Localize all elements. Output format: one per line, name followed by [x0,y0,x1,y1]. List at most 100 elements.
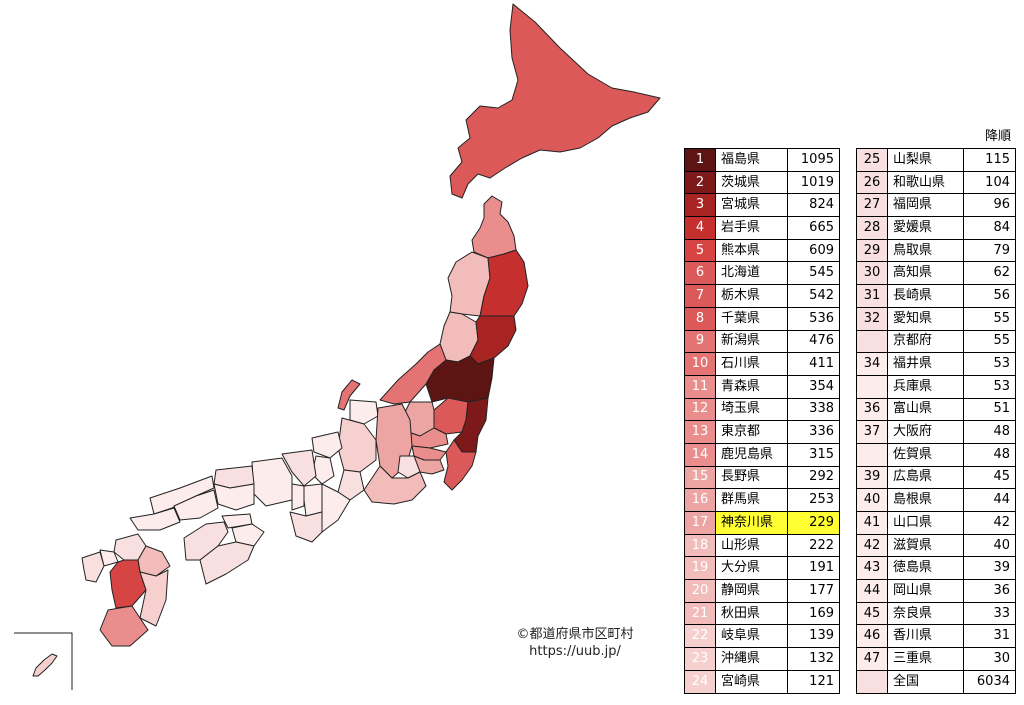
pref-kumamoto[interactable] [109,559,147,609]
ranking-row: 44 岡山県 36 [856,579,1016,603]
ranking-row: 34 福井県 53 [856,352,1016,376]
prefecture-name-cell: 山口県 [887,511,964,535]
ranking-row: 1 福島県 1095 [684,148,840,172]
pref-fukui[interactable] [311,431,343,459]
rank-cell: 44 [856,579,888,603]
value-cell: 6034 [963,669,1016,694]
ranking-row: 5 熊本県 609 [684,238,840,263]
ranking-row: 40 島根県 44 [856,488,1016,512]
ranking-row: 28 愛媛県 84 [856,216,1016,240]
rank-cell: 40 [856,488,888,512]
pref-nara[interactable] [303,483,323,517]
rank-cell: 27 [856,193,888,218]
prefecture-name-cell: 東京都 [715,420,788,444]
credit-url[interactable]: https://uub.jp/ [529,644,621,659]
credit: ©都道府県市区町村 https://uub.jp/ [500,626,650,660]
rank-cell [856,374,888,399]
ranking-row: 2 茨城県 1019 [684,170,840,195]
value-cell: 40 [963,533,1016,558]
pref-shizuoka[interactable] [363,465,427,505]
rank-cell: 13 [684,420,716,444]
ranking-row: 39 広島県 45 [856,465,1016,490]
rank-cell: 15 [684,465,716,490]
okinawa-inset-frame [14,632,73,690]
rank-cell: 28 [856,216,888,240]
prefecture-name-cell: 栃木県 [715,284,788,308]
pref-kagoshima[interactable] [99,605,149,647]
pref-nagasaki[interactable] [81,551,105,583]
ranking-row: 11 青森県 354 [684,374,840,399]
pref-mie[interactable] [321,483,351,533]
pref-osaka[interactable] [291,483,305,511]
value-cell: 44 [963,488,1016,512]
ranking-row: 7 栃木県 542 [684,284,840,308]
value-cell: 824 [787,193,840,218]
rank-cell: 19 [684,556,716,581]
ranking-row: 29 鳥取県 79 [856,238,1016,263]
pref-kochi[interactable] [199,541,255,585]
pref-yamaguchi[interactable] [129,507,181,531]
pref-hokkaido[interactable] [449,3,661,199]
prefecture-name-cell: 鹿児島県 [715,442,788,467]
prefecture-name-cell: 長野県 [715,465,788,490]
sort-order-label: 降順 [985,129,1012,144]
prefecture-name-cell: 茨城県 [715,170,788,195]
ranking-row: 兵庫県 53 [856,374,1016,399]
value-cell: 53 [963,352,1016,376]
pref-gifu[interactable] [337,417,377,473]
value-cell: 39 [963,556,1016,581]
value-cell: 36 [963,579,1016,603]
pref-aichi[interactable] [337,469,365,501]
ranking-row: 32 愛知県 55 [856,306,1016,331]
pref-okinawa[interactable] [32,653,58,677]
value-cell: 45 [963,465,1016,490]
rank-cell: 47 [856,647,888,671]
prefecture-name-cell: 佐賀県 [887,442,964,467]
pref-okayama[interactable] [213,483,255,511]
prefecture-name-cell: 熊本県 [715,238,788,263]
rank-cell: 4 [684,216,716,240]
rank-cell: 2 [684,170,716,195]
ranking-row: 佐賀県 48 [856,442,1016,467]
pref-chiba[interactable] [443,439,477,491]
rank-cell: 31 [856,284,888,308]
ranking-row: 12 埼玉県 338 [684,397,840,422]
pref-miyazaki[interactable] [139,569,169,627]
japan-choropleth-map [14,3,661,690]
prefecture-name-cell: 大阪府 [887,420,964,444]
prefecture-name-cell: 徳島県 [887,556,964,581]
pref-iwate[interactable] [479,249,529,317]
pref-hyogo[interactable] [251,457,293,507]
pref-tokushima[interactable] [231,523,265,547]
pref-ishikawa[interactable] [337,379,361,411]
value-cell: 292 [787,465,840,490]
prefecture-name-cell: 兵庫県 [887,374,964,399]
ranking-row: 23 沖縄県 132 [684,647,840,671]
rank-cell: 45 [856,601,888,626]
ranking-row: 45 奈良県 33 [856,601,1016,626]
pref-niigata[interactable] [379,343,447,405]
prefecture-name-cell: 香川県 [887,624,964,649]
ranking-row: 9 新潟県 476 [684,329,840,354]
prefecture-name-cell: 静岡県 [715,579,788,603]
pref-kyoto[interactable] [281,449,317,487]
rank-cell: 25 [856,148,888,172]
pref-aomori[interactable] [471,195,517,259]
pref-hiroshima[interactable] [173,489,219,521]
prefecture-name-cell: 岐阜県 [715,624,788,649]
pref-ehime[interactable] [183,521,229,561]
prefecture-name-cell: 群馬県 [715,488,788,512]
ranking-row: 24 宮崎県 121 [684,669,840,694]
rank-cell: 14 [684,442,716,467]
pref-wakayama[interactable] [289,511,323,543]
pref-toyama[interactable] [349,399,379,425]
ranking-row: 27 福岡県 96 [856,193,1016,218]
value-cell: 545 [787,261,840,286]
rank-cell: 36 [856,397,888,422]
value-cell: 96 [963,193,1016,218]
rank-cell: 8 [684,306,716,331]
ranking-row: 全国 6034 [856,669,1016,694]
rank-cell: 29 [856,238,888,263]
rank-cell: 43 [856,556,888,581]
ranking-row: 22 岐阜県 139 [684,624,840,649]
